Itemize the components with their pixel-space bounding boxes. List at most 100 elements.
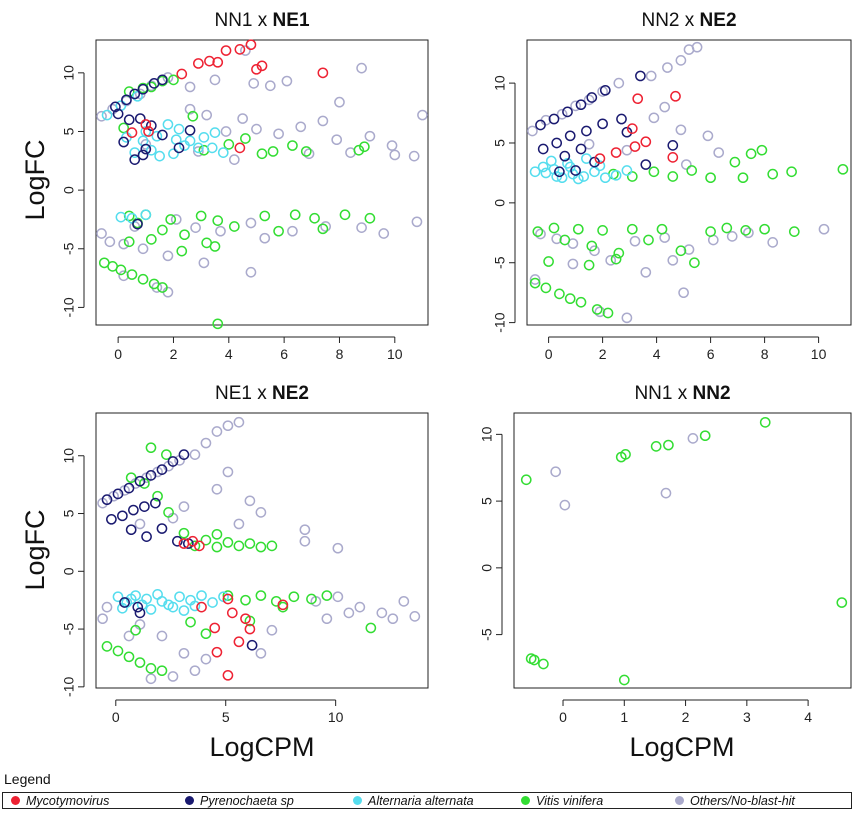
data-point	[211, 426, 223, 437]
data-point	[209, 622, 221, 634]
data-point	[686, 165, 698, 176]
data-point	[364, 212, 376, 224]
data-point	[527, 125, 538, 137]
y-tick-label: 5	[61, 509, 77, 517]
data-point	[575, 143, 587, 155]
data-point	[211, 646, 223, 658]
legend-swatch-others	[675, 796, 684, 805]
panel-title: NN1 x NE1	[214, 10, 309, 31]
data-point	[660, 487, 672, 499]
data-point	[211, 483, 223, 495]
x-axis-label-left: LogCPM	[209, 732, 314, 762]
data-point	[554, 166, 565, 178]
x-tick-label: 3	[743, 709, 751, 725]
legend-box: Mycotymovirus Pyrenochaeta sp Alternaria…	[2, 792, 852, 809]
data-point	[740, 225, 752, 236]
data-point	[157, 224, 168, 236]
panel-title: NN2 x NE2	[641, 10, 736, 31]
y-tick-label: 5	[479, 497, 495, 505]
data-point	[196, 601, 207, 613]
data-point	[125, 472, 137, 484]
panel-title: NE1 x NE2	[215, 383, 309, 404]
data-point	[332, 542, 344, 554]
data-point	[306, 593, 317, 605]
data-point	[680, 159, 692, 170]
panel-1: NN1 x NE1 0 2 4 6 8 10 -10 -5 0 5 10	[61, 10, 429, 362]
data-point	[578, 171, 590, 182]
data-point	[683, 244, 695, 255]
data-point	[320, 221, 331, 232]
data-point	[244, 538, 256, 549]
data-point	[726, 231, 738, 242]
data-point	[586, 240, 598, 252]
data-point	[687, 433, 699, 444]
data-point	[564, 161, 576, 173]
data-point	[112, 591, 124, 603]
data-point	[140, 143, 152, 155]
data-point	[556, 172, 568, 184]
panel-3: NE1 x NE2 0 5 10 -10 -5 0 5 10	[61, 383, 429, 725]
data-point	[264, 80, 276, 92]
data-point	[591, 304, 603, 315]
data-point	[220, 126, 232, 137]
legend-title: Legend	[4, 771, 51, 787]
data-point	[589, 156, 600, 168]
data-point	[837, 163, 849, 175]
data-point	[173, 123, 185, 135]
data-point	[184, 124, 196, 136]
data-point	[389, 149, 401, 161]
data-point	[248, 78, 260, 89]
data-point	[125, 593, 137, 605]
data-point	[618, 674, 630, 686]
data-point	[267, 146, 279, 157]
data-point	[759, 223, 770, 235]
data-point	[564, 130, 576, 142]
panel-title: NN1 x NN2	[634, 383, 730, 404]
data-point	[640, 136, 652, 148]
data-point	[626, 123, 638, 134]
y-tick-label: 10	[61, 448, 77, 464]
legend-label-pyrenochaeta: Pyrenochaeta sp	[200, 793, 294, 808]
data-point	[356, 222, 367, 234]
data-point	[96, 228, 107, 239]
data-point	[156, 630, 168, 642]
data-point	[259, 232, 271, 244]
plot-frame	[513, 412, 852, 689]
data-point	[620, 449, 631, 460]
data-point	[309, 212, 320, 224]
x-tick-label: 0	[112, 709, 120, 725]
data-point	[602, 307, 614, 319]
data-point	[245, 39, 257, 51]
data-point	[140, 126, 152, 137]
data-point	[157, 129, 168, 141]
data-point	[123, 210, 135, 222]
data-point	[356, 62, 367, 74]
data-point	[256, 60, 268, 72]
data-point	[174, 591, 185, 603]
y-tick-label: -5	[61, 242, 77, 255]
data-point	[237, 113, 248, 124]
y-tick-label: -10	[492, 312, 508, 332]
data-point	[520, 474, 532, 486]
data-point	[115, 211, 127, 223]
data-point	[132, 218, 143, 230]
data-point	[178, 647, 190, 659]
data-point	[529, 277, 541, 289]
data-point	[667, 254, 679, 266]
data-point	[118, 270, 130, 282]
data-point	[184, 103, 196, 115]
data-point	[132, 90, 143, 102]
data-point	[616, 113, 627, 125]
data-point	[196, 590, 207, 601]
data-point	[548, 222, 560, 234]
data-point	[130, 624, 141, 636]
data-point	[162, 72, 174, 83]
data-point	[198, 131, 210, 143]
data-point	[184, 81, 196, 93]
data-point	[101, 601, 113, 613]
data-point	[134, 518, 146, 530]
data-point	[128, 504, 139, 516]
x-tick-label: 10	[387, 346, 403, 362]
data-point	[222, 420, 234, 432]
data-point	[212, 318, 224, 330]
